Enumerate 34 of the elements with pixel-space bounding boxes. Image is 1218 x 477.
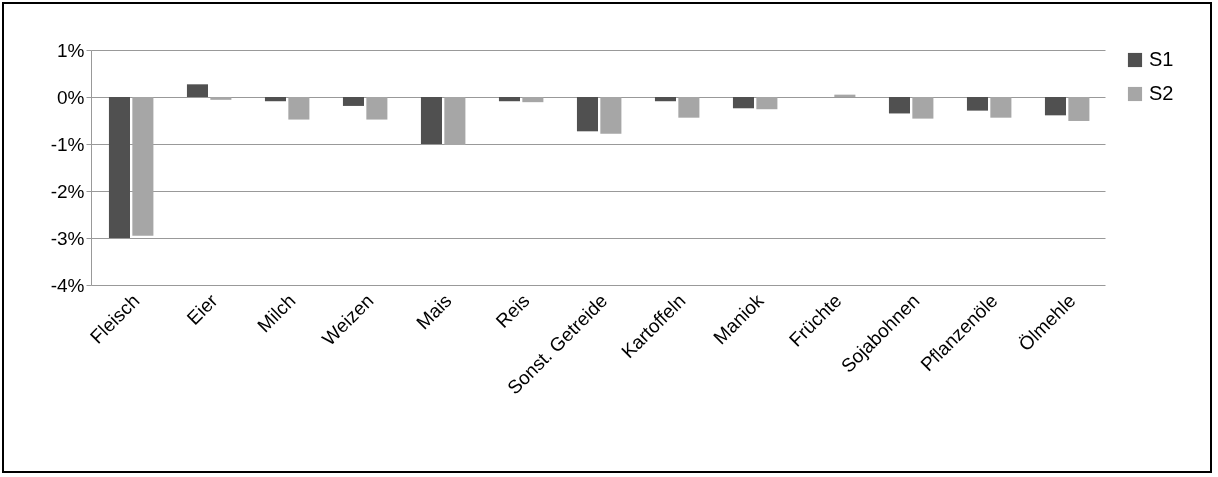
y-tick-label: 0% xyxy=(57,86,85,108)
bar xyxy=(600,97,622,134)
bar xyxy=(576,97,598,132)
bar xyxy=(654,97,676,102)
legend-label: S1 xyxy=(1149,48,1174,70)
bar xyxy=(420,97,442,144)
bar xyxy=(264,97,286,102)
bar xyxy=(288,97,310,120)
bar xyxy=(966,97,988,111)
bar xyxy=(888,97,910,114)
y-tick-label: 1% xyxy=(57,39,85,61)
bar xyxy=(366,97,388,120)
y-tick-label: -2% xyxy=(50,180,85,202)
bar xyxy=(444,97,466,145)
bar xyxy=(732,97,754,109)
bar xyxy=(210,97,232,100)
x-tick-label: Reis xyxy=(491,290,534,332)
bar xyxy=(498,97,520,102)
y-tick-label: -4% xyxy=(50,274,85,296)
bar xyxy=(186,84,208,97)
y-tick-label: -1% xyxy=(50,133,85,155)
bar xyxy=(1068,97,1090,121)
legend-label: S2 xyxy=(1149,82,1174,104)
bar xyxy=(912,97,934,119)
bar xyxy=(522,97,544,103)
bar xyxy=(132,97,154,236)
bar xyxy=(990,97,1012,118)
y-tick-label: -3% xyxy=(50,227,85,249)
bar xyxy=(1044,97,1066,116)
bar xyxy=(342,97,364,106)
bar xyxy=(108,97,130,238)
bar xyxy=(678,97,700,118)
x-tick-label: Eier xyxy=(182,289,222,329)
bar xyxy=(756,97,778,110)
